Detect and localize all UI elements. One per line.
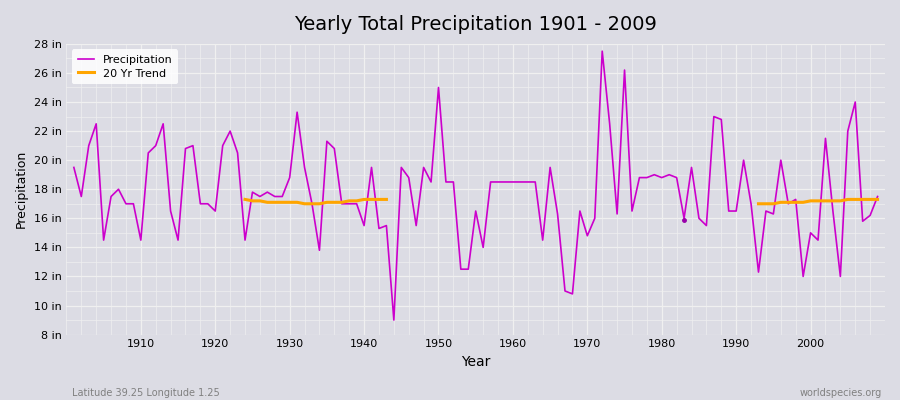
20 Yr Trend: [284, 200, 295, 205]
20 Yr Trend: [277, 200, 288, 205]
20 Yr Trend: [328, 200, 339, 205]
Precipitation: [128, 201, 139, 206]
20 Yr Trend: [374, 197, 384, 202]
Precipitation: [508, 180, 518, 184]
20 Yr Trend: [292, 200, 302, 205]
20 Yr Trend: [299, 201, 310, 206]
20 Yr Trend: [359, 197, 370, 202]
20 Yr Trend: [262, 200, 273, 205]
20 Yr Trend: [307, 201, 318, 206]
20 Yr Trend: [248, 198, 258, 203]
Precipitation: [872, 194, 883, 199]
Text: worldspecies.org: worldspecies.org: [800, 388, 882, 398]
X-axis label: Year: Year: [461, 355, 491, 369]
20 Yr Trend: [344, 198, 355, 203]
Precipitation: [597, 49, 608, 54]
20 Yr Trend: [269, 200, 280, 205]
Y-axis label: Precipitation: Precipitation: [15, 150, 28, 228]
20 Yr Trend: [239, 197, 250, 202]
Precipitation: [515, 180, 526, 184]
20 Yr Trend: [314, 201, 325, 206]
20 Yr Trend: [255, 198, 266, 203]
Legend: Precipitation, 20 Yr Trend: Precipitation, 20 Yr Trend: [72, 50, 178, 84]
20 Yr Trend: [337, 200, 347, 205]
Precipitation: [612, 212, 623, 216]
Text: Latitude 39.25 Longitude 1.25: Latitude 39.25 Longitude 1.25: [72, 388, 220, 398]
20 Yr Trend: [321, 200, 332, 205]
Precipitation: [337, 201, 347, 206]
Line: 20 Yr Trend: 20 Yr Trend: [245, 200, 386, 204]
Line: Precipitation: Precipitation: [74, 51, 878, 320]
20 Yr Trend: [366, 197, 377, 202]
Title: Yearly Total Precipitation 1901 - 2009: Yearly Total Precipitation 1901 - 2009: [294, 15, 657, 34]
20 Yr Trend: [351, 198, 362, 203]
Precipitation: [292, 110, 302, 115]
Precipitation: [68, 165, 79, 170]
Precipitation: [389, 318, 400, 322]
20 Yr Trend: [381, 197, 392, 202]
